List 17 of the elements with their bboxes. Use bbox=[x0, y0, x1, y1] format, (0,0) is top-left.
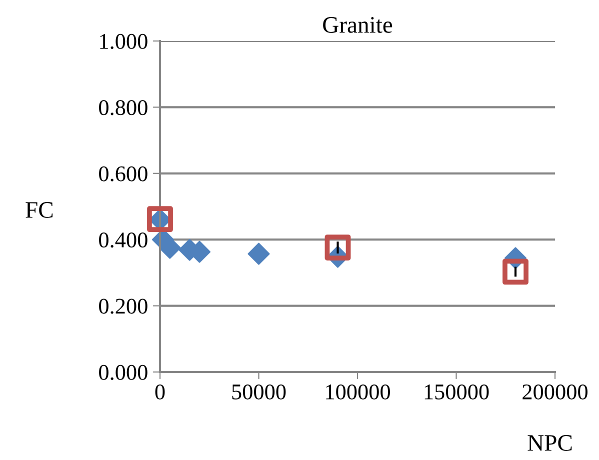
x-axis-title: NPC bbox=[528, 435, 572, 451]
y-tick-label: 0.200 bbox=[99, 298, 148, 314]
y-tick-label: 0.600 bbox=[99, 166, 148, 182]
x-tick-label: 200000 bbox=[522, 384, 588, 400]
point bbox=[324, 234, 351, 261]
x-tick-label: 100000 bbox=[326, 384, 390, 400]
y-tick-label: 0.400 bbox=[99, 232, 148, 248]
point bbox=[248, 242, 270, 265]
x-tick-label: 0 bbox=[155, 384, 165, 400]
y-tick-label: 0.800 bbox=[99, 100, 148, 116]
y-axis-title: FC bbox=[26, 202, 53, 218]
chart-title: Granite bbox=[323, 17, 392, 33]
x-tick-label: 50000 bbox=[232, 384, 286, 400]
point bbox=[502, 258, 528, 285]
y-tick-label: 1.000 bbox=[100, 34, 148, 50]
y-tick-label: 0.000 bbox=[99, 364, 148, 380]
x-tick-label: 150000 bbox=[424, 384, 489, 400]
